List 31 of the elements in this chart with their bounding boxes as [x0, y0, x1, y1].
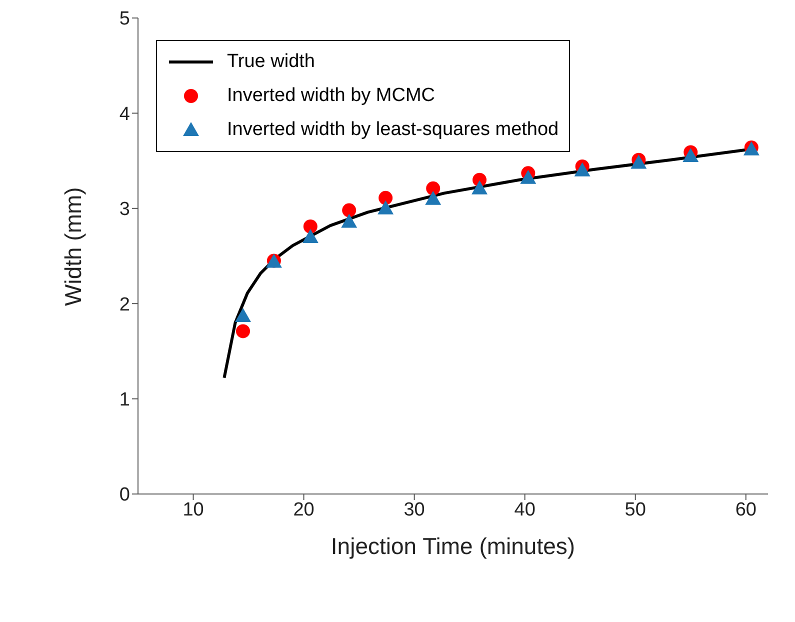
y-tick-label: 5 [119, 8, 130, 30]
point [302, 228, 318, 243]
y-axis-title: Width (mm) [60, 187, 86, 306]
x-tick-label: 20 [293, 499, 314, 520]
y-tick-label: 2 [119, 294, 130, 316]
y-tick-label: 3 [119, 199, 130, 220]
point [378, 200, 394, 214]
x-tick-label: 40 [514, 499, 536, 520]
point [236, 324, 250, 338]
point [472, 180, 488, 194]
y-tick-label: 4 [119, 104, 130, 125]
point [235, 308, 251, 322]
legend-label: Inverted width by MCMC [227, 85, 436, 107]
legend-label: Inverted width by least-squares method [227, 119, 559, 141]
point [303, 219, 318, 234]
point [378, 190, 393, 205]
x-tick-label: 50 [624, 499, 646, 520]
y-tick-label: 0 [119, 484, 130, 506]
point [574, 162, 590, 176]
legend-label: True width [227, 51, 315, 73]
x-tick-label: 10 [182, 499, 204, 520]
point [682, 148, 699, 162]
x-axis-title: Injection Time (minutes) [330, 533, 576, 559]
y-tick-label: 1 [119, 390, 130, 411]
point [341, 214, 358, 228]
point [342, 203, 356, 218]
point [426, 181, 440, 196]
x-tick-label: 30 [404, 499, 425, 520]
point [425, 190, 442, 205]
x-tick-label: 60 [735, 499, 756, 520]
point [520, 170, 536, 184]
